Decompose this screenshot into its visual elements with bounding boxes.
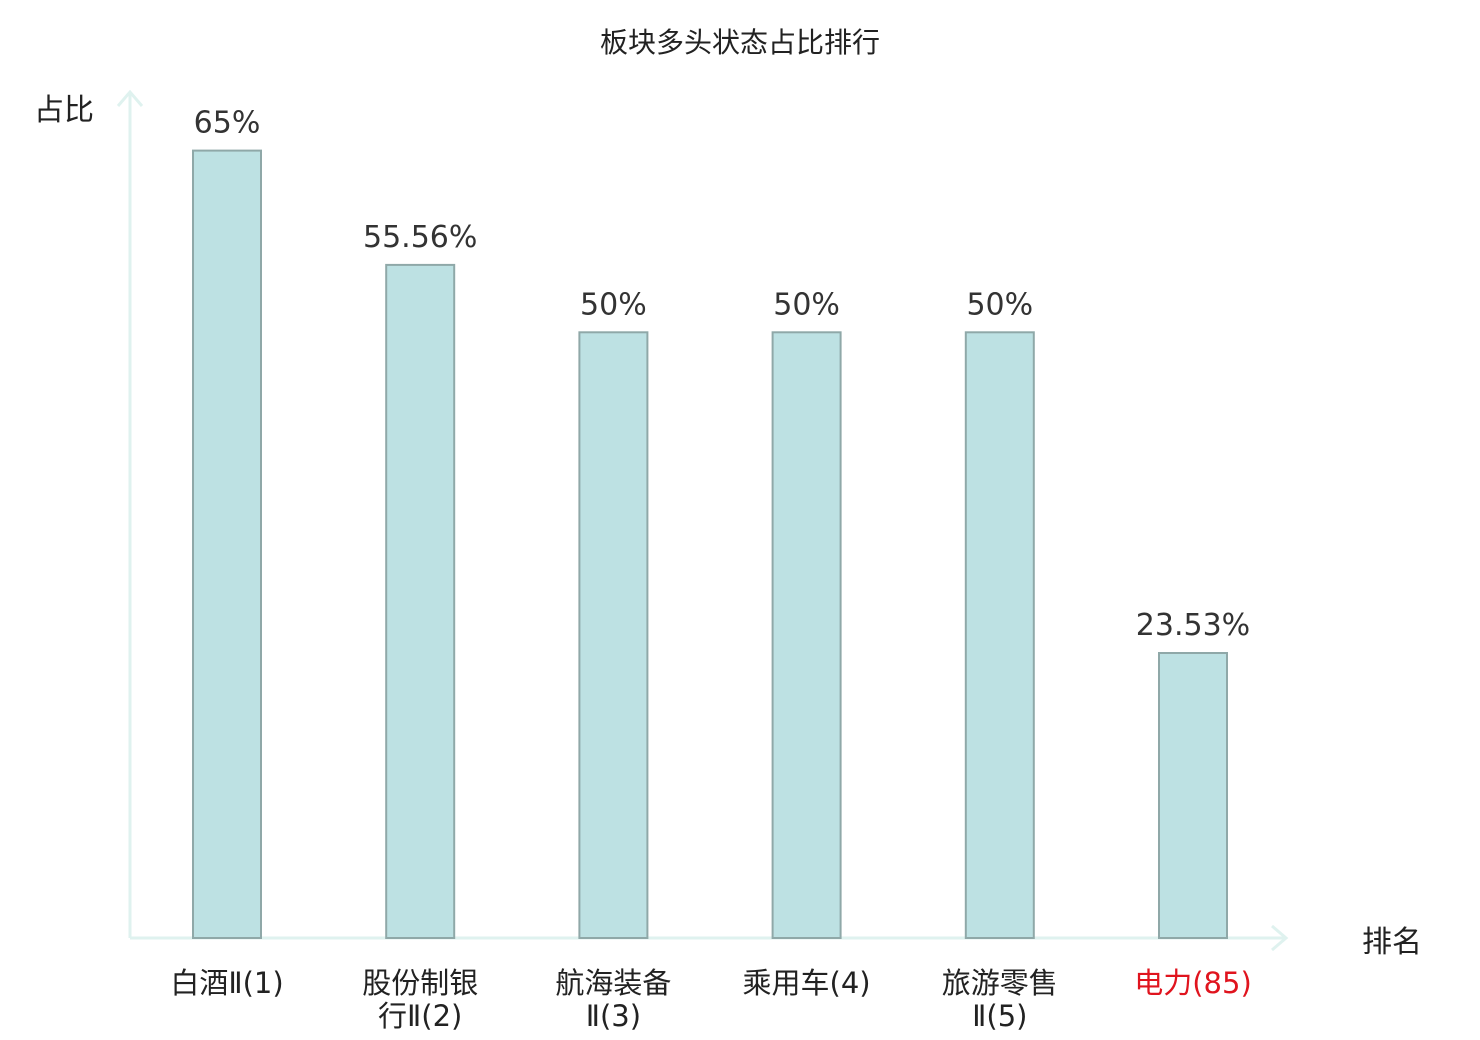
value-label-1: 65% xyxy=(194,106,261,141)
x-axis-title: 排名 xyxy=(1362,925,1422,960)
value-label-4: 50% xyxy=(773,287,840,322)
x-tick-label-5-line-2: Ⅱ(5) xyxy=(972,999,1027,1033)
y-axis: 占比 xyxy=(34,89,144,938)
x-tick-label-2-line-2: 行Ⅱ(2) xyxy=(378,999,462,1033)
x-axis: 排名 xyxy=(130,924,1422,960)
bar-4[interactable] xyxy=(771,331,842,939)
chart-title: 板块多头状态占比排行 xyxy=(600,26,880,59)
x-tick-label-2-line-1: 股份制银 xyxy=(362,966,478,1000)
value-labels-layer: 65% 55.56% 50% 50% 50% 23.53% xyxy=(194,106,1251,643)
bar-5[interactable] xyxy=(964,331,1035,939)
bar-1[interactable] xyxy=(192,149,262,940)
x-tick-label-3-line-1: 航海装备 xyxy=(555,966,671,1000)
y-axis-arrow-icon xyxy=(116,89,144,107)
value-label-2: 55.56% xyxy=(363,220,477,255)
bar-2[interactable] xyxy=(385,263,456,939)
bars-layer xyxy=(192,149,1228,940)
x-tick-label-3-line-2: Ⅱ(3) xyxy=(586,999,641,1033)
x-tick-label-6-line-1: 电力(85) xyxy=(1134,966,1252,1000)
x-axis-arrow-icon xyxy=(1271,924,1289,952)
x-tick-label-5-line-1: 旅游零售 xyxy=(942,966,1058,1000)
value-label-5: 50% xyxy=(966,287,1033,322)
x-tick-label-1-line-1: 白酒Ⅱ(1) xyxy=(170,966,283,1000)
value-label-6: 23.53% xyxy=(1136,608,1250,643)
bar-6[interactable] xyxy=(1158,652,1228,939)
y-axis-title: 占比 xyxy=(34,93,94,128)
x-tick-label-4-line-1: 乘用车(4) xyxy=(743,966,871,1000)
value-label-3: 50% xyxy=(580,287,647,322)
bar-3[interactable] xyxy=(578,331,649,939)
